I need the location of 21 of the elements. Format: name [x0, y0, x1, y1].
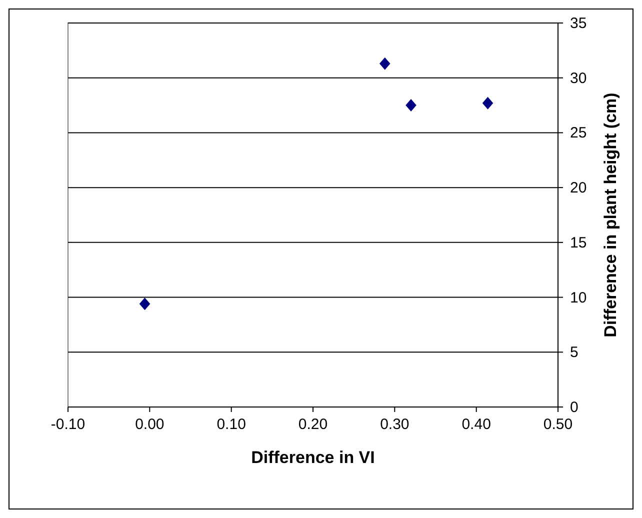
y2-tick-label: 25 [570, 124, 587, 142]
x-tick-label: -0.10 [50, 416, 86, 433]
x-tick-label: 0.50 [543, 416, 573, 433]
y2-tick-label: 5 [570, 344, 578, 362]
x-tick-label: 0.20 [298, 416, 328, 433]
point [406, 99, 416, 112]
y2-tick-label: 30 [570, 70, 587, 87]
x-tick-label: 0.30 [380, 416, 410, 433]
y2-tick-label: 0 [570, 399, 578, 416]
point [482, 96, 494, 110]
y2-tick-label: 10 [570, 289, 587, 306]
x-tick-label: 0.00 [135, 416, 164, 433]
y2-tick-label: 20 [570, 180, 587, 197]
x-tick-label: 0.40 [462, 416, 491, 433]
y2-tick-label: 15 [570, 234, 587, 252]
x-axis-title: Difference in VI [251, 448, 375, 467]
point [379, 57, 390, 70]
x-tick-label: 0.10 [216, 416, 246, 433]
point [139, 298, 150, 310]
y2-axis-title: Difference in plant height (cm) [601, 92, 620, 338]
y2-tick-label: 35 [570, 15, 587, 32]
